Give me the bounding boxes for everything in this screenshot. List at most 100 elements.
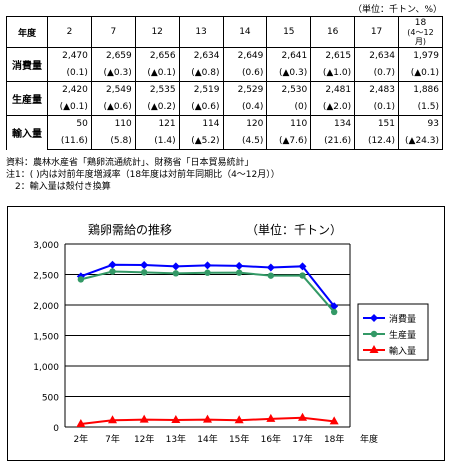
data-point (235, 269, 243, 276)
value-cell: 121 (134, 115, 180, 132)
y-tick-label: 2,000 (33, 302, 59, 312)
data-point (330, 308, 338, 316)
value-cell: 134 (310, 115, 356, 132)
change-cell: (1.5) (398, 98, 443, 116)
data-point (77, 276, 85, 283)
value-cell: 2,634 (178, 47, 224, 64)
data-point (267, 272, 275, 279)
change-cell: (21.6) (310, 132, 356, 150)
x-tick-label: 16年 (261, 433, 281, 445)
header-year: 17 (354, 16, 399, 48)
x-tick-label: 18年 (324, 433, 344, 445)
value-cell: 2,519 (178, 81, 224, 98)
x-tick-label: 15年 (229, 433, 249, 445)
data-point (203, 261, 212, 270)
legend-label: 消費量 (389, 313, 416, 325)
value-cell: 2,483 (354, 81, 399, 98)
series-line (80, 270, 335, 313)
data-point (330, 302, 339, 311)
data-point (172, 270, 180, 277)
change-cell: (▲0.6) (178, 98, 224, 116)
change-cell: (▲0.3) (90, 64, 136, 82)
header-year-sub: (4〜12月) (407, 28, 434, 46)
change-cell: (▲0.3) (266, 64, 312, 82)
header-year: 14 (222, 16, 268, 48)
table-row: (11.6) (5.8) (1.4) (▲5.2) (4.5) (▲7.6) (21.6)(… (7, 132, 443, 150)
y-tick-label: 1,000 (33, 363, 59, 373)
data-point (204, 269, 211, 276)
change-cell: (▲0.6) (90, 98, 136, 116)
data-point (171, 415, 181, 424)
table-row: 輸入量 50 110 121 114 120 110 134 151 93 (6, 115, 443, 150)
value-cell: 1,979 (398, 47, 443, 64)
table-row: 消費量 2,470 2,659 2,656 2,634 2,649 2,641 2,615 2,… (6, 47, 443, 82)
header-year: 18 (414, 18, 427, 28)
change-cell: (▲0.1) (398, 64, 443, 82)
change-cell: (0.1) (354, 98, 399, 116)
y-tick-label: 1,500 (33, 333, 59, 343)
chart-title: 鶏卵需給の推移 (88, 223, 172, 237)
chart-unit-label: （単位：千トン） (246, 222, 342, 237)
change-cell: (▲2.0) (310, 98, 356, 116)
data-point (171, 262, 180, 271)
x-tick-label: 12年 (134, 433, 154, 445)
value-cell: 2,641 (266, 47, 312, 64)
data-point (234, 415, 244, 424)
table-header-row: 年度 2 7 12 13 14 15 16 17 18 (4〜12月) (6, 16, 443, 48)
change-cell: (▲0.1) (134, 64, 180, 82)
data-point (139, 414, 149, 423)
x-tick-label: 13年 (166, 433, 186, 445)
header-year: 16 (310, 16, 356, 48)
legend-marker (369, 345, 379, 353)
value-cell: 2,659 (90, 47, 136, 64)
data-point (298, 262, 307, 271)
header-year: 12 (134, 16, 180, 48)
value-cell: 2,470 (47, 47, 92, 64)
value-cell: 2,481 (310, 81, 356, 98)
value-cell: 2,549 (90, 81, 136, 98)
header-year: 13 (178, 16, 224, 48)
data-point (140, 260, 149, 269)
change-cell: (▲24.3) (398, 132, 443, 150)
value-cell: 2,634 (354, 47, 399, 64)
value-cell: 93 (398, 115, 443, 132)
x-tick-label: 17年 (292, 433, 312, 445)
data-point (109, 268, 116, 275)
data-point (108, 415, 117, 424)
data-point (76, 418, 86, 427)
legend-label: 生産量 (389, 329, 416, 341)
y-tick-label: 0 (53, 424, 59, 434)
value-cell: 2,420 (47, 81, 92, 98)
value-cell: 110 (90, 115, 136, 132)
data-point (266, 413, 276, 422)
header-year: 15 (266, 16, 312, 48)
data-point (298, 412, 307, 421)
y-tick-label: 2,500 (33, 272, 59, 282)
value-cell: 2,535 (134, 81, 180, 98)
data-point (329, 416, 339, 425)
value-cell: 151 (354, 115, 399, 132)
change-cell: (12.4) (354, 132, 399, 150)
header-year-label: 年度 (6, 16, 48, 48)
header-year-18: 18 (4〜12月) (398, 16, 443, 48)
note-1: 注1：( )内は対前年度増減率（18年度は対前年同期比（4〜12月）） (6, 170, 280, 180)
notes: 資料：農林水産省「鶏卵流通統計」、財務省「日本貿易統計」 注1：( )内は対前年… (6, 157, 280, 193)
change-cell: (▲5.2) (178, 132, 224, 150)
chart-frame: 鶏卵需給の推移 （単位：千トン） 0 500 1,000 1,500 2,000 2,500 3… (7, 206, 445, 461)
y-tick-label: 500 (42, 394, 59, 404)
x-tick-label: 14年 (197, 433, 217, 445)
egg-supply-chart: 鶏卵需給の推移 （単位：千トン） 0 500 1,000 1,500 2,000 2,500 3… (33, 222, 429, 445)
change-cell: (5.8) (90, 132, 136, 150)
change-cell: (0) (266, 98, 312, 116)
change-cell: (0.7) (354, 64, 399, 82)
row-label: 消費量 (6, 47, 48, 82)
data-point (140, 269, 148, 276)
change-cell: (0.4) (222, 98, 268, 116)
value-cell: 114 (178, 115, 224, 132)
change-cell: (▲0.8) (178, 64, 224, 82)
change-cell: (▲0.1) (47, 98, 92, 116)
x-tick-label: 2年 (73, 433, 88, 445)
header-year: 2 (47, 16, 92, 48)
data-point (266, 263, 275, 272)
row-label: 生産量 (6, 81, 48, 116)
